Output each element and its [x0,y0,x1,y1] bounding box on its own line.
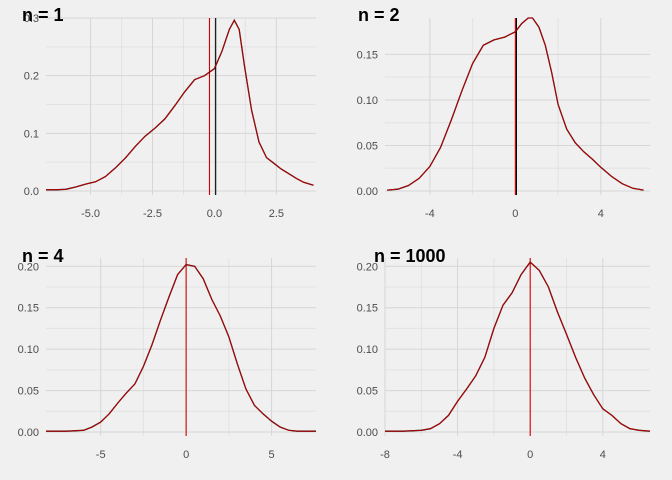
x-tick-label: 2.5 [269,208,284,220]
x-tick-label: 5 [269,449,275,461]
y-tick-label: 0.10 [357,95,378,107]
x-tick-label: 0 [183,449,189,461]
y-tick-label: 0.20 [357,261,378,273]
x-tick-label: -4 [425,208,435,220]
density-curve-overlay [46,264,316,432]
x-tick-label: -5 [96,449,106,461]
y-tick-label: 0.3 [24,13,39,25]
panel-title: n = 1000 [374,246,446,266]
x-tick-label: 4 [600,449,606,461]
panel-4: -8 -4 0 4 0.00 0.05 0.10 0.15 0.20n = 1000 [357,246,651,461]
density-curve-overlay [387,17,644,191]
y-tick-label: 0.05 [357,386,378,398]
y-tick-label: 0.15 [18,303,39,315]
y-tick-label: 0.05 [357,140,378,152]
panel-title: n = 1 [22,5,64,25]
x-tick-label: -4 [453,449,463,461]
y-tick-label: 0.20 [18,261,39,273]
y-tick-label: 0.00 [357,427,378,439]
panel-2: -4 0 4 0.00 0.05 0.10 0.15 n = 2 [357,5,650,220]
y-tick-label: 0.05 [18,386,39,398]
y-tick-label: 0.00 [18,427,39,439]
density-curve [46,263,316,432]
x-tick-label: -2.5 [143,208,162,220]
y-tick-label: 0.2 [24,71,39,83]
y-tick-label: 0.10 [18,344,39,356]
y-tick-label: 0.00 [357,186,378,198]
y-tick-label: 0.10 [357,344,378,356]
x-tick-label: -5.0 [81,208,100,220]
y-tick-label: 0.1 [24,128,39,140]
y-tick-label: 0.15 [357,49,378,61]
panel-title: n = 2 [358,5,400,25]
panel-3: -5 0 5 0.00 0.05 0.10 0.15 0.20n = 4 [18,246,316,461]
panel-title: n = 4 [22,246,64,266]
x-tick-label: 0 [512,208,518,220]
x-tick-label: 4 [598,208,604,220]
y-tick-label: 0.15 [357,303,378,315]
x-tick-label: 0 [527,449,533,461]
y-tick-label: 0.0 [24,186,39,198]
x-tick-label: 0.0 [207,208,222,220]
x-tick-label: -8 [380,449,390,461]
panel-1: -5.0 -2.5 0.0 2.5 0.0 0.1 0.2 0.3n = 1 [22,5,316,220]
density-curve-overlay [46,19,314,191]
density-curve-overlay [385,261,651,432]
density-curve [46,18,314,191]
